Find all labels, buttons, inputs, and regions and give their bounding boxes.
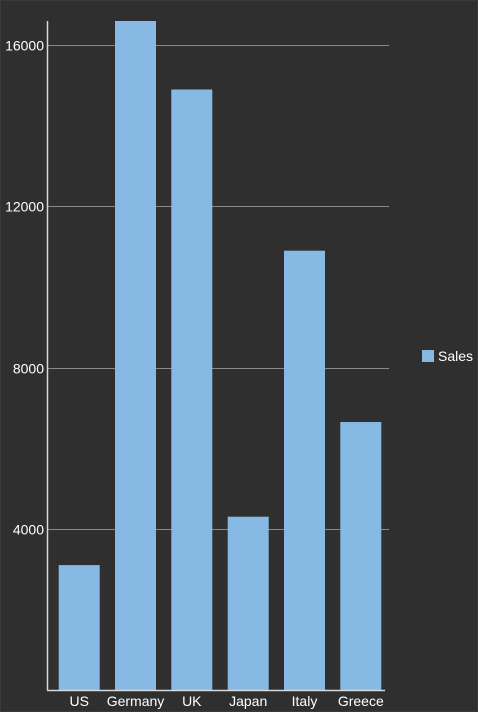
y-tick-label-8000: 8000 bbox=[13, 361, 44, 377]
bar-italy bbox=[284, 250, 325, 690]
y-tick-label-16000: 16000 bbox=[5, 38, 44, 54]
bar-us bbox=[58, 565, 100, 690]
y-tick-label-4000: 4000 bbox=[13, 522, 44, 538]
bar-uk bbox=[171, 89, 213, 690]
legend-label-sales: Sales bbox=[438, 348, 474, 364]
legend: Sales bbox=[422, 348, 473, 364]
bar-japan bbox=[227, 516, 269, 690]
x-tick-label-germany: Germany bbox=[107, 693, 165, 709]
x-tick-label-italy: Italy bbox=[292, 693, 318, 709]
x-tick-label-us: US bbox=[69, 693, 88, 709]
bar-greece bbox=[340, 422, 382, 690]
y-tick-label-12000: 12000 bbox=[5, 199, 44, 215]
bar-germany bbox=[115, 21, 156, 690]
x-tick-label-japan: Japan bbox=[229, 693, 267, 709]
legend-swatch-sales bbox=[422, 350, 434, 362]
x-tick-label-uk: UK bbox=[182, 693, 202, 709]
x-tick-label-greece: Greece bbox=[338, 693, 384, 709]
